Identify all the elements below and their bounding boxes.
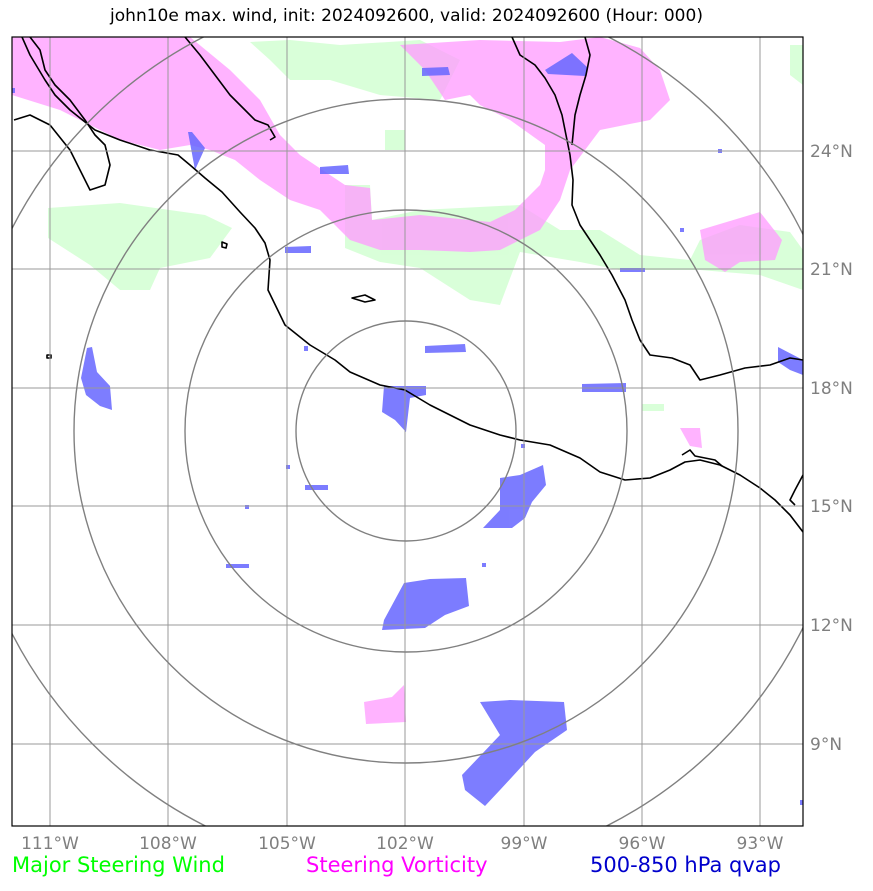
qvap-layer [12,53,803,806]
range-rings [12,37,803,826]
lat-label-21n: 21°N [810,260,853,280]
legend-qvap: 500-850 hPa qvap [590,853,781,877]
lat-label-9n: 9°N [810,735,842,755]
lat-label-18n: 18°N [810,379,853,399]
steering-vorticity-layer [12,37,782,724]
lat-label-24n: 24°N [810,142,853,162]
lon-label-93w: 93°W [737,834,784,854]
lat-label-12n: 12°N [810,616,853,636]
plot-frame [11,36,804,827]
legend-steering-vorticity: Steering Vorticity [306,853,488,877]
latitude-labels: 24°N 21°N 18°N 15°N 12°N 9°N [810,142,853,755]
lon-label-111w: 111°W [21,834,79,854]
longitude-labels: 111°W 108°W 105°W 102°W 99°W 96°W 93°W [21,834,784,854]
lon-label-108w: 108°W [139,834,197,854]
lon-label-99w: 99°W [501,834,548,854]
graticule [12,37,803,826]
steering-wind-layer [48,40,803,411]
lon-label-96w: 96°W [619,834,666,854]
legend-steering-wind: Major Steering Wind [12,853,225,877]
lat-label-15n: 15°N [810,497,853,517]
lon-label-102w: 102°W [376,834,434,854]
map-title: john10e max. wind, init: 2024092600, val… [110,6,703,26]
lon-label-105w: 105°W [258,834,316,854]
